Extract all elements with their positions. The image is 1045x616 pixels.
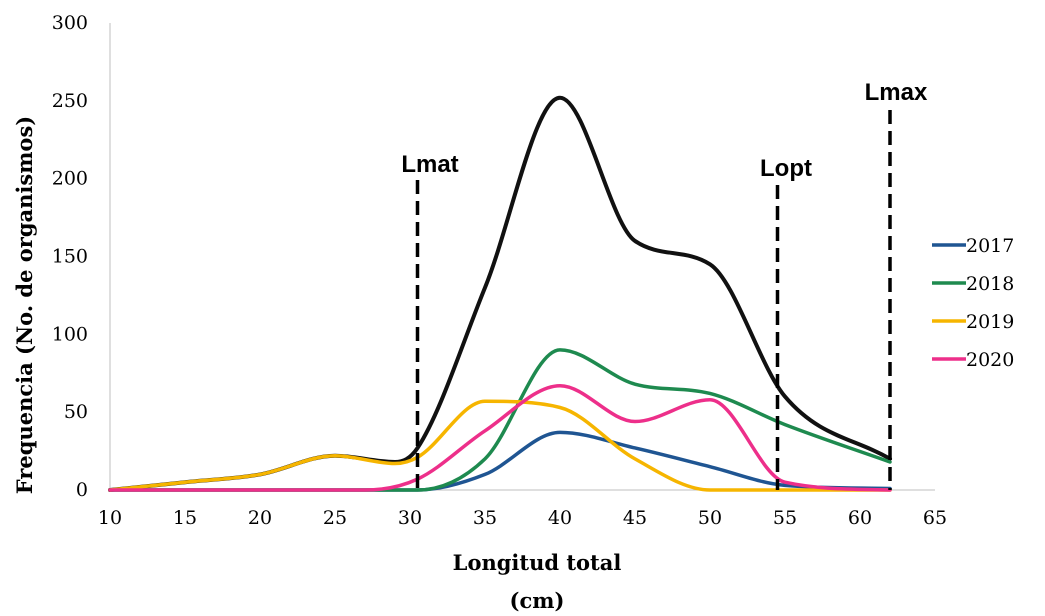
x-tick-label: 35 (473, 507, 497, 529)
y-axis-title: Frequencia (No. de organismos) (12, 116, 37, 494)
legend-label-2019: 2019 (966, 311, 1014, 333)
series-line-2020 (108, 383, 892, 492)
y-tick-label: 150 (52, 246, 88, 268)
reference-label-lopt: Lopt (760, 155, 812, 182)
x-tick-label: 60 (848, 507, 872, 529)
legend: 2017 2018 2019 2020 (932, 235, 1014, 371)
y-tick-label: 100 (52, 323, 88, 345)
x-tick-label: 25 (323, 507, 347, 529)
x-tick-label: 45 (623, 507, 647, 529)
x-tick-label: 15 (173, 507, 197, 529)
x-axis-title-line1: Longitud total (453, 550, 622, 575)
y-tick-label: 0 (76, 479, 88, 501)
y-tick-labels: 0 50 100 150 200 250 300 (52, 12, 88, 501)
x-tick-label: 55 (773, 507, 797, 529)
x-tick-labels: 10 15 20 25 30 35 40 45 50 55 60 65 (98, 507, 947, 529)
x-tick-label: 30 (398, 507, 422, 529)
legend-label-2017: 2017 (966, 235, 1014, 257)
reference-label-lmat: Lmat (401, 151, 458, 178)
x-tick-label: 65 (923, 507, 947, 529)
y-tick-label: 250 (52, 90, 88, 112)
legend-label-2018: 2018 (966, 273, 1014, 295)
y-tick-label: 50 (64, 401, 88, 423)
y-tick-label: 200 (52, 168, 88, 190)
series-lines (108, 95, 892, 492)
x-tick-label: 20 (248, 507, 272, 529)
x-tick-label: 10 (98, 507, 122, 529)
reference-lines: Lmat Lopt Lmax (401, 79, 928, 490)
x-axis-title-line2: (cm) (510, 588, 565, 613)
reference-label-lmax: Lmax (865, 79, 928, 106)
series-line-2019 (108, 399, 892, 492)
x-tick-label: 40 (548, 507, 572, 529)
legend-label-2020: 2020 (966, 349, 1014, 371)
x-tick-label: 50 (698, 507, 722, 529)
y-tick-label: 300 (52, 12, 88, 34)
